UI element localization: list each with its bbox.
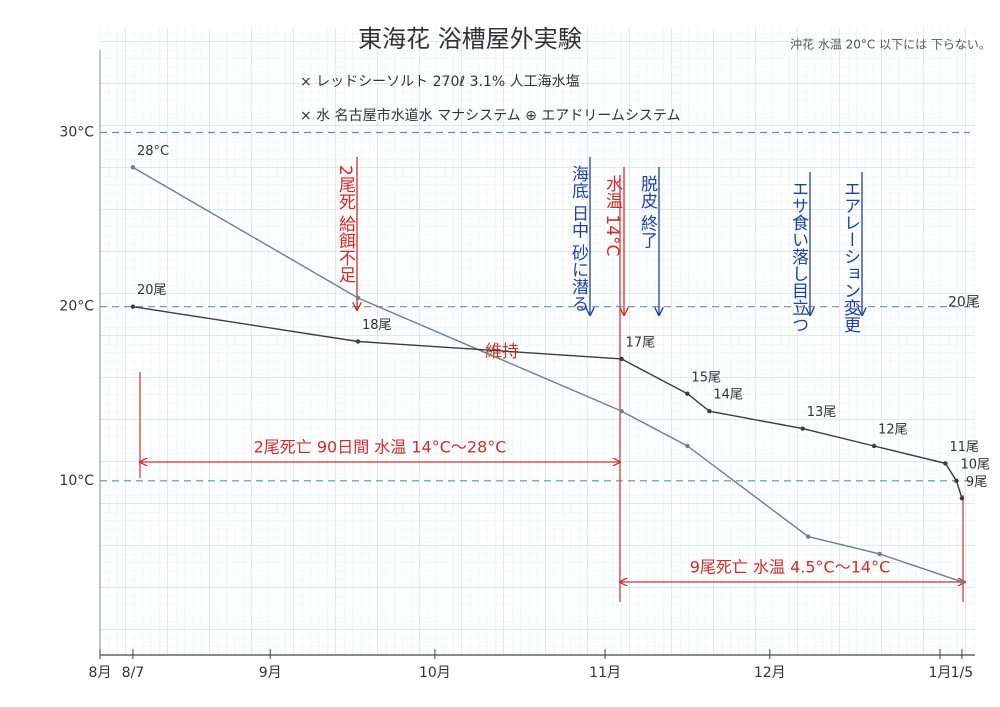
data-label: 15尾 (691, 370, 721, 385)
data-label: 9尾 (966, 475, 987, 490)
data-label: 14尾 (713, 388, 743, 403)
chart-title: 東海花 浴槽屋外実験 (358, 25, 582, 53)
x-tick-label: 8月 (89, 665, 112, 681)
data-point (130, 165, 136, 170)
x-tick-label: 8/7 (122, 665, 145, 681)
note: × 水 名古屋市水道水 マナシステム ⊕ エアドリームシステム (300, 107, 680, 124)
data-point (959, 579, 965, 585)
data-point (877, 551, 882, 557)
data-point (619, 356, 624, 362)
data-point (943, 461, 948, 466)
data-point (871, 443, 877, 449)
note: × レッドシーソルト 270ℓ 3.1% 人工海水塩 (300, 74, 580, 90)
data-point (355, 295, 361, 301)
data-point (800, 426, 805, 431)
data-point (685, 443, 690, 449)
data-point (685, 391, 690, 396)
data-label: 12尾 (878, 423, 908, 438)
span-label: 2尾死亡 90日間 水温 14°C～28°C (254, 438, 507, 457)
data-label: 13尾 (807, 405, 837, 420)
y-tick-label: 20°C (59, 299, 94, 315)
data-label: 17尾 (626, 335, 656, 350)
corner-note: 沖花 水温 20°C 以下には 下らない。 (790, 37, 991, 52)
data-point (355, 339, 361, 344)
data-point (806, 534, 811, 539)
vertical-note: 海底 日中 砂に潜る (568, 165, 589, 312)
x-tick-label: 1月 (929, 665, 952, 681)
vertical-note: 脱皮 終了 (637, 175, 658, 248)
data-line (132, 305, 963, 499)
x-tick-label: 10月 (419, 665, 451, 681)
data-label: 18尾 (362, 318, 392, 333)
data-point (619, 408, 624, 414)
data-label: 20尾 (137, 283, 167, 298)
x-tick-label: 11月 (589, 665, 621, 681)
x-tick-label: 12月 (754, 665, 786, 681)
vertical-note: 2尾死 給餌不足 (335, 165, 356, 283)
x-tick-label: 9月 (259, 665, 282, 681)
y-tick-label: 30°C (59, 125, 94, 141)
data-point (707, 408, 712, 414)
data-label: 28°C (137, 144, 169, 159)
span-label: 9尾死亡 水温 4.5°C～14°C (690, 558, 891, 577)
y-tick-label: 10°C (59, 473, 94, 489)
data-label: 10尾 (960, 457, 990, 472)
y2-tick-label: 20尾 (948, 295, 980, 311)
x-tick-label: 1/5 (951, 665, 974, 681)
trend-note: 維持 (485, 342, 519, 362)
vertical-note: 水温 14°C (602, 175, 623, 256)
data-point (959, 496, 965, 501)
data-point (954, 478, 959, 484)
data-label: 11尾 (949, 440, 979, 455)
vertical-note: エサ食い落し目立つ (788, 180, 809, 333)
vertical-note: エアレーション変更 (840, 180, 861, 334)
data-point (130, 304, 136, 309)
